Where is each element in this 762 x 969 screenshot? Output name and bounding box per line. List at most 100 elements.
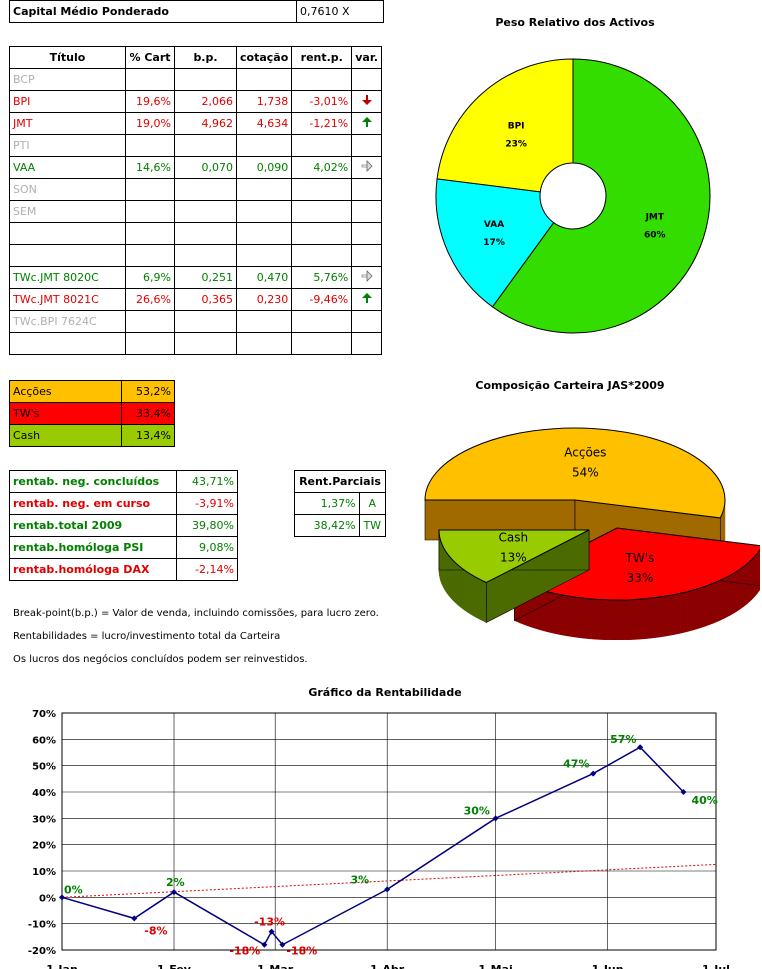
arrow-right-icon (361, 160, 373, 172)
table-row (9, 332, 382, 355)
slice-3d-2: Cash 13% (438, 529, 590, 623)
pie2-title: Composição Carteira JAS*2009 (475, 379, 665, 392)
partial-returns-title: Rent.Parciais (294, 470, 386, 493)
table-row: TWc.BPI 7624C (9, 310, 382, 333)
cell-cot (235, 178, 293, 201)
slice-label: BPI (508, 121, 525, 131)
y-tick-label: -10% (28, 920, 56, 931)
allocation-value: 13,4% (121, 424, 175, 447)
cell-cart (125, 332, 175, 355)
arrow-down-icon (361, 95, 372, 105)
cell-var (351, 222, 382, 245)
note-rentabilidades: Rentabilidades = lucro/investimento tota… (13, 631, 281, 642)
cell-var (351, 112, 382, 135)
trendline (61, 863, 717, 898)
partial-code: A (358, 492, 387, 515)
cell-cot: 0,470 (235, 266, 293, 289)
data-point (279, 941, 286, 948)
partial-value: 38,42% (294, 514, 360, 537)
table-row: TWc.JMT 8021C 26,6% 0,365 0,230 -9,46% (9, 288, 382, 311)
data-label: 40% (691, 794, 717, 807)
cell-rent (291, 244, 353, 267)
col-var: var. (351, 46, 382, 69)
slice-value-label: 17% (483, 238, 505, 248)
returns-value: 39,80% (176, 514, 238, 537)
cell-rent: 4,02% (291, 156, 353, 179)
allocation-label: Cash (9, 424, 122, 447)
slice-value-label: 54% (572, 466, 599, 480)
cell-var (351, 68, 382, 91)
cell-rent (291, 200, 353, 223)
returns-row: rentab. neg. em curso -3,91% (9, 492, 238, 515)
cell-cot (235, 332, 293, 355)
data-label: -13% (254, 916, 285, 929)
returns-value: 43,71% (176, 470, 238, 493)
composition-3d-pie-chart: Acções 54% TW's 33% Cash 13% (424, 427, 760, 640)
table-row (9, 222, 382, 245)
cell-cart (125, 222, 175, 245)
cell-var (351, 134, 382, 157)
returns-row: rentab. neg. concluídos 43,71% (9, 470, 238, 493)
cell-cart: 19,6% (125, 90, 175, 113)
cell-titulo: BPI (9, 90, 126, 113)
cell-bp (174, 200, 237, 223)
y-tick-label: -20% (28, 946, 56, 957)
cell-rent (291, 134, 353, 157)
cell-rent: -9,46% (291, 288, 353, 311)
cell-titulo (9, 222, 126, 245)
arrow-right-icon (361, 270, 373, 282)
cell-cot (235, 310, 293, 333)
returns-label: rentab. neg. em curso (9, 492, 177, 515)
note-lucros: Os lucros dos negócios concluídos podem … (13, 654, 308, 665)
cell-cot: 0,090 (235, 156, 293, 179)
cell-bp: 0,251 (174, 266, 237, 289)
x-tick-label: 1-Mar (257, 963, 294, 969)
slice-value-label: 33% (627, 571, 654, 585)
x-tick-label: 1-Jan (46, 963, 78, 969)
y-tick-label: 40% (32, 788, 56, 799)
cell-cart (125, 134, 175, 157)
returns-table: rentab. neg. concluídos 43,71% rentab. neg… (9, 470, 238, 581)
cell-cot (235, 68, 293, 91)
allocation-value: 33,4% (121, 402, 175, 425)
line-title: Gráfico da Rentabilidade (308, 686, 462, 699)
cell-bp (174, 244, 237, 267)
data-label: 0% (64, 883, 83, 896)
cell-cot (235, 134, 293, 157)
cell-titulo (9, 244, 126, 267)
table-row: PTI (9, 134, 382, 157)
weights-doughnut-chart: JMT 60% VAA 17% BPI 23% (435, 58, 711, 334)
cell-titulo: BCP (9, 68, 126, 91)
slice-label: VAA (484, 220, 504, 230)
cell-bp: 0,365 (174, 288, 237, 311)
table-row: TWc.JMT 8020C 6,9% 0,251 0,470 5,76% (9, 266, 382, 289)
cell-cart (125, 244, 175, 267)
allocation-table: Acções 53,2% TW's 33,4% Cash 13,4% (9, 380, 175, 447)
col-titulo: Título (9, 46, 126, 69)
cell-bp: 4,962 (174, 112, 237, 135)
cell-titulo: JMT (9, 112, 126, 135)
cell-bp (174, 222, 237, 245)
cell-titulo: TWc.JMT 8021C (9, 288, 126, 311)
x-tick-label: 1-Abr (370, 963, 405, 969)
cell-var (351, 332, 382, 355)
x-tick-label: 1-Fev (157, 963, 192, 969)
returns-row: rentab.total 2009 39,80% (9, 514, 238, 537)
returns-row: rentab.homóloga DAX -2,14% (9, 558, 238, 581)
cell-bp (174, 332, 237, 355)
data-point (384, 886, 391, 893)
cell-bp (174, 310, 237, 333)
cell-var (351, 90, 382, 113)
cell-titulo: TWc.JMT 8020C (9, 266, 126, 289)
cell-titulo: PTI (9, 134, 126, 157)
slice-label: Cash (498, 531, 528, 545)
cell-var (351, 288, 382, 311)
data-label: 3% (351, 873, 370, 886)
capital-header: Capital Médio Ponderado 0,7610 X (9, 0, 384, 23)
cell-cart (125, 178, 175, 201)
partial-code: TW (358, 514, 387, 537)
col-rent: rent.p. (291, 46, 353, 69)
cell-cot (235, 222, 293, 245)
capital-label: Capital Médio Ponderado (9, 0, 297, 23)
allocation-row: Cash 13,4% (9, 424, 175, 447)
